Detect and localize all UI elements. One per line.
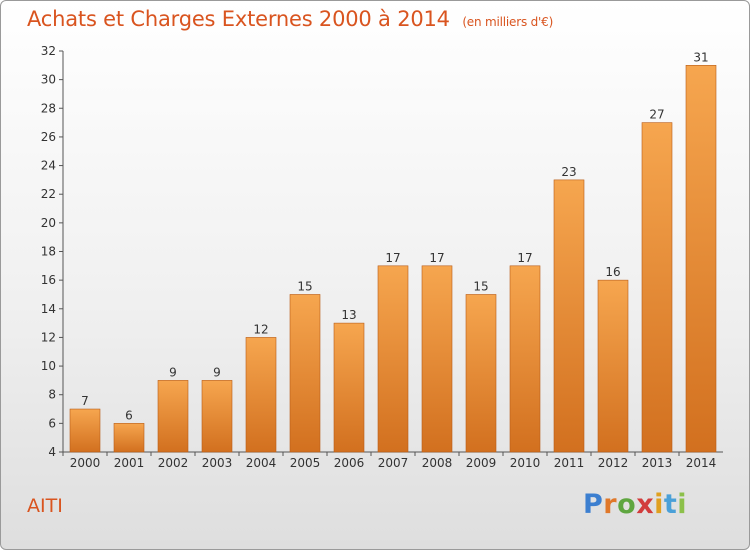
bar (509, 265, 541, 453)
bar (289, 294, 321, 453)
data-label: 9 (169, 365, 177, 379)
data-label: 15 (473, 279, 488, 293)
x-tick-label: 2002 (158, 456, 189, 470)
data-label: 27 (649, 108, 664, 122)
y-tick-label: 6 (48, 416, 56, 430)
x-tick-label: 2013 (642, 456, 673, 470)
bar (641, 122, 673, 453)
y-tick-label: 26 (41, 130, 56, 144)
bar (553, 179, 585, 453)
bar (333, 322, 365, 453)
x-tick-label: 2011 (554, 456, 585, 470)
data-label: 15 (297, 279, 312, 293)
bar (157, 380, 189, 453)
logo-letter: i (654, 489, 664, 520)
x-tick-label: 2006 (334, 456, 365, 470)
logo-letter: P (583, 489, 604, 520)
y-tick-label: 4 (48, 445, 56, 459)
data-label: 7 (81, 394, 89, 408)
y-tick-label: 18 (41, 245, 56, 259)
logo-letter: r (603, 489, 618, 520)
bar (685, 65, 717, 453)
y-tick-label: 28 (41, 101, 56, 115)
data-label: 12 (253, 322, 268, 336)
data-label: 9 (213, 365, 221, 379)
x-tick-label: 2000 (70, 456, 101, 470)
x-tick-label: 2005 (290, 456, 321, 470)
x-tick-label: 2007 (378, 456, 409, 470)
bar (421, 265, 453, 453)
bar (69, 408, 101, 453)
data-label: 17 (429, 251, 444, 265)
data-label: 23 (561, 165, 576, 179)
x-tick-label: 2014 (686, 456, 717, 470)
data-label: 6 (125, 408, 133, 422)
logo-letter: x (636, 489, 655, 520)
proxiti-logo[interactable]: Proxiti (583, 489, 687, 520)
bar (465, 294, 497, 453)
y-tick-label: 32 (41, 44, 56, 58)
x-tick-label: 2003 (202, 456, 233, 470)
x-tick-label: 2004 (246, 456, 277, 470)
data-label: 17 (385, 251, 400, 265)
x-tick-label: 2008 (422, 456, 453, 470)
y-tick-label: 22 (41, 187, 56, 201)
y-tick-label: 8 (48, 388, 56, 402)
x-tick-label: 2012 (598, 456, 629, 470)
logo-letter: o (617, 489, 637, 520)
logo-letter: i (677, 489, 688, 520)
logo-letter: t (663, 489, 678, 520)
y-tick-label: 16 (41, 273, 56, 287)
x-tick-label: 2010 (510, 456, 541, 470)
x-tick-label: 2009 (466, 456, 497, 470)
x-tick-label: 2001 (114, 456, 145, 470)
bar (597, 279, 629, 453)
data-label: 13 (341, 308, 356, 322)
y-tick-label: 30 (41, 73, 56, 87)
y-tick-label: 14 (41, 302, 56, 316)
commune-name: AITI (27, 495, 63, 517)
chart-title: Achats et Charges Externes 2000 à 2014 (… (27, 7, 553, 31)
chart-title-text: Achats et Charges Externes 2000 à 2014 (27, 7, 450, 31)
bar (113, 423, 145, 453)
data-label: 17 (517, 251, 532, 265)
y-tick-label: 24 (41, 159, 56, 173)
y-tick-label: 20 (41, 216, 56, 230)
bar (245, 337, 277, 453)
data-label: 16 (605, 265, 620, 279)
y-tick-label: 10 (41, 359, 56, 373)
bar (377, 265, 409, 453)
data-label: 31 (693, 50, 708, 64)
y-tick-label: 12 (41, 330, 56, 344)
bar (201, 380, 233, 453)
chart-subtitle: (en milliers d'€) (462, 15, 554, 29)
